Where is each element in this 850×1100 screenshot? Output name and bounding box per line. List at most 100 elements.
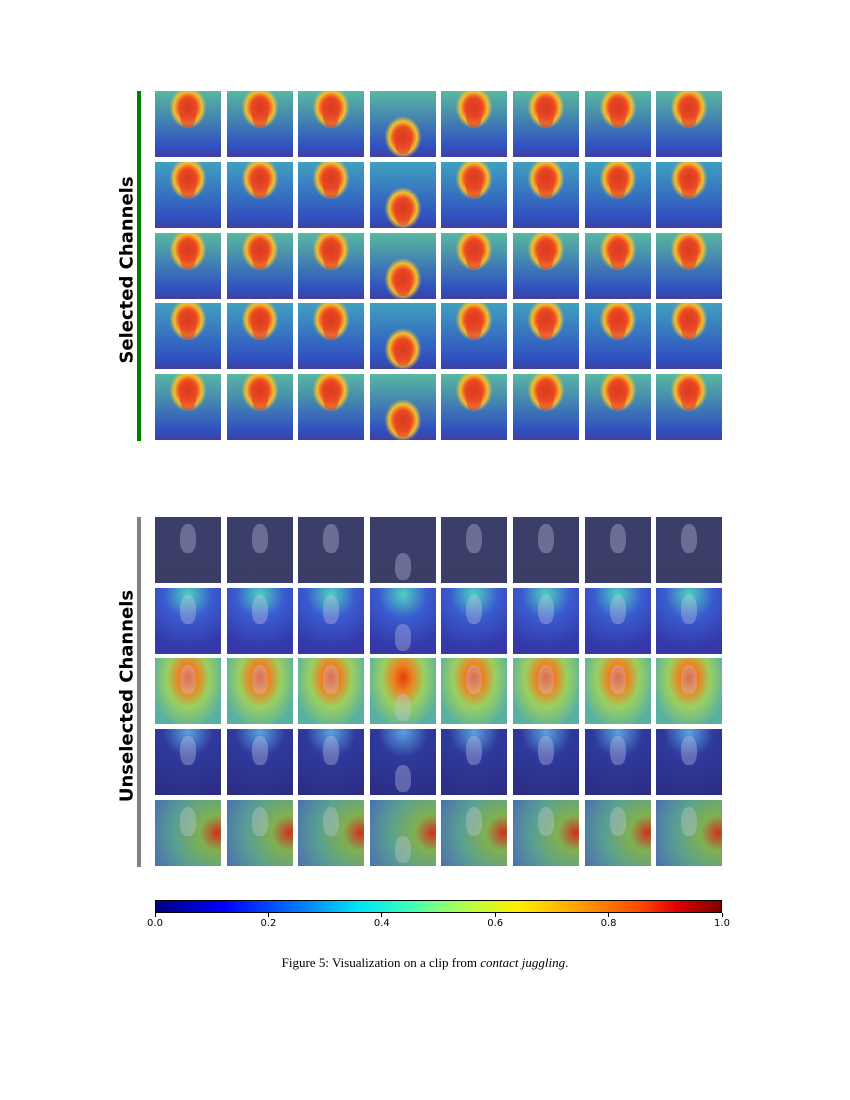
person-figure	[180, 735, 196, 766]
heatmap-tile	[227, 800, 293, 866]
colorbar-tick	[721, 913, 723, 917]
heatmap-tile	[585, 374, 651, 440]
colorbar-tick-label: 0.2	[260, 918, 277, 929]
person-figure	[466, 239, 482, 270]
heatmap-tile	[513, 233, 579, 299]
heatmap-tile	[227, 374, 293, 440]
person-figure	[323, 239, 339, 270]
heatmap-tile	[656, 658, 722, 724]
person-figure	[538, 168, 554, 199]
heatmap-tile	[155, 800, 221, 866]
heatmap-tile	[370, 374, 436, 440]
heatmap-tile	[155, 588, 221, 654]
person-figure	[538, 309, 554, 340]
person-figure	[252, 168, 268, 199]
person-figure	[252, 309, 268, 340]
colorbar-tick-label: 0.4	[373, 918, 390, 929]
person-figure	[180, 380, 196, 411]
heatmap-tile	[227, 729, 293, 795]
heatmap-tile	[513, 729, 579, 795]
person-figure	[180, 97, 196, 128]
colorbar-tick	[381, 913, 383, 917]
heatmap-tile	[441, 162, 507, 228]
person-figure	[681, 523, 697, 554]
person-figure	[538, 523, 554, 554]
person-figure	[323, 309, 339, 340]
heatmap-tile	[370, 303, 436, 369]
unselected-group-bar	[137, 517, 141, 867]
heatmap-tile	[513, 800, 579, 866]
person-figure	[538, 664, 554, 695]
heatmap-tile	[298, 658, 364, 724]
person-figure	[681, 664, 697, 695]
heatmap-tile	[513, 303, 579, 369]
colorbar-tick	[608, 913, 610, 917]
heatmap-tile	[656, 374, 722, 440]
heatmap-tile	[656, 233, 722, 299]
heatmap-tile	[227, 91, 293, 157]
person-figure	[180, 168, 196, 199]
person-figure	[395, 836, 411, 863]
person-figure	[610, 806, 626, 837]
colorbar-tick-label: 0.6	[487, 918, 504, 929]
heatmap-tile	[227, 588, 293, 654]
heatmap-tile	[585, 658, 651, 724]
heatmap-tile	[441, 800, 507, 866]
person-figure	[610, 735, 626, 766]
heatmap-tile	[155, 233, 221, 299]
heatmap-tile	[656, 729, 722, 795]
person-figure	[466, 523, 482, 554]
heatmap-tile	[441, 729, 507, 795]
person-figure	[252, 594, 268, 625]
heatmap-tile	[585, 588, 651, 654]
heatmap-tile	[441, 303, 507, 369]
caption-emphasis: contact juggling	[480, 955, 566, 970]
heatmap-tile	[585, 729, 651, 795]
heatmap-tile	[585, 162, 651, 228]
person-figure	[395, 624, 411, 651]
person-figure	[681, 806, 697, 837]
heatmap-tile	[298, 162, 364, 228]
heatmap-tile	[441, 91, 507, 157]
person-figure	[323, 806, 339, 837]
person-figure	[323, 664, 339, 695]
heatmap-tile	[370, 91, 436, 157]
heatmap-tile	[513, 91, 579, 157]
person-figure	[538, 239, 554, 270]
heatmap-tile	[513, 517, 579, 583]
colorbar-tick	[494, 913, 496, 917]
person-figure	[180, 523, 196, 554]
person-figure	[610, 523, 626, 554]
caption-suffix: .	[565, 955, 569, 970]
person-figure	[323, 168, 339, 199]
heatmap-tile	[370, 729, 436, 795]
heatmap-tile	[227, 517, 293, 583]
person-figure	[610, 664, 626, 695]
person-figure	[681, 168, 697, 199]
heatmap-tile	[298, 91, 364, 157]
heatmap-tile	[656, 800, 722, 866]
heatmap-tile	[370, 588, 436, 654]
heatmap-tile	[585, 303, 651, 369]
heatmap-tile	[513, 658, 579, 724]
heatmap-tile	[441, 374, 507, 440]
person-figure	[610, 97, 626, 128]
person-figure	[538, 380, 554, 411]
heatmap-tile	[513, 588, 579, 654]
person-figure	[610, 594, 626, 625]
unselected-group-label: Unselected Channels	[116, 589, 138, 803]
figure-caption: Figure 5: Visualization on a clip from c…	[0, 955, 850, 971]
person-figure	[180, 664, 196, 695]
heatmap-tile	[441, 588, 507, 654]
heatmap-tile	[370, 233, 436, 299]
person-figure	[610, 239, 626, 270]
person-figure	[395, 198, 411, 225]
heatmap-tile	[513, 162, 579, 228]
person-figure	[538, 97, 554, 128]
colorbar-tick	[267, 913, 269, 917]
heatmap-tile	[585, 91, 651, 157]
person-figure	[395, 269, 411, 296]
person-figure	[180, 239, 196, 270]
person-figure	[323, 97, 339, 128]
person-figure	[466, 664, 482, 695]
